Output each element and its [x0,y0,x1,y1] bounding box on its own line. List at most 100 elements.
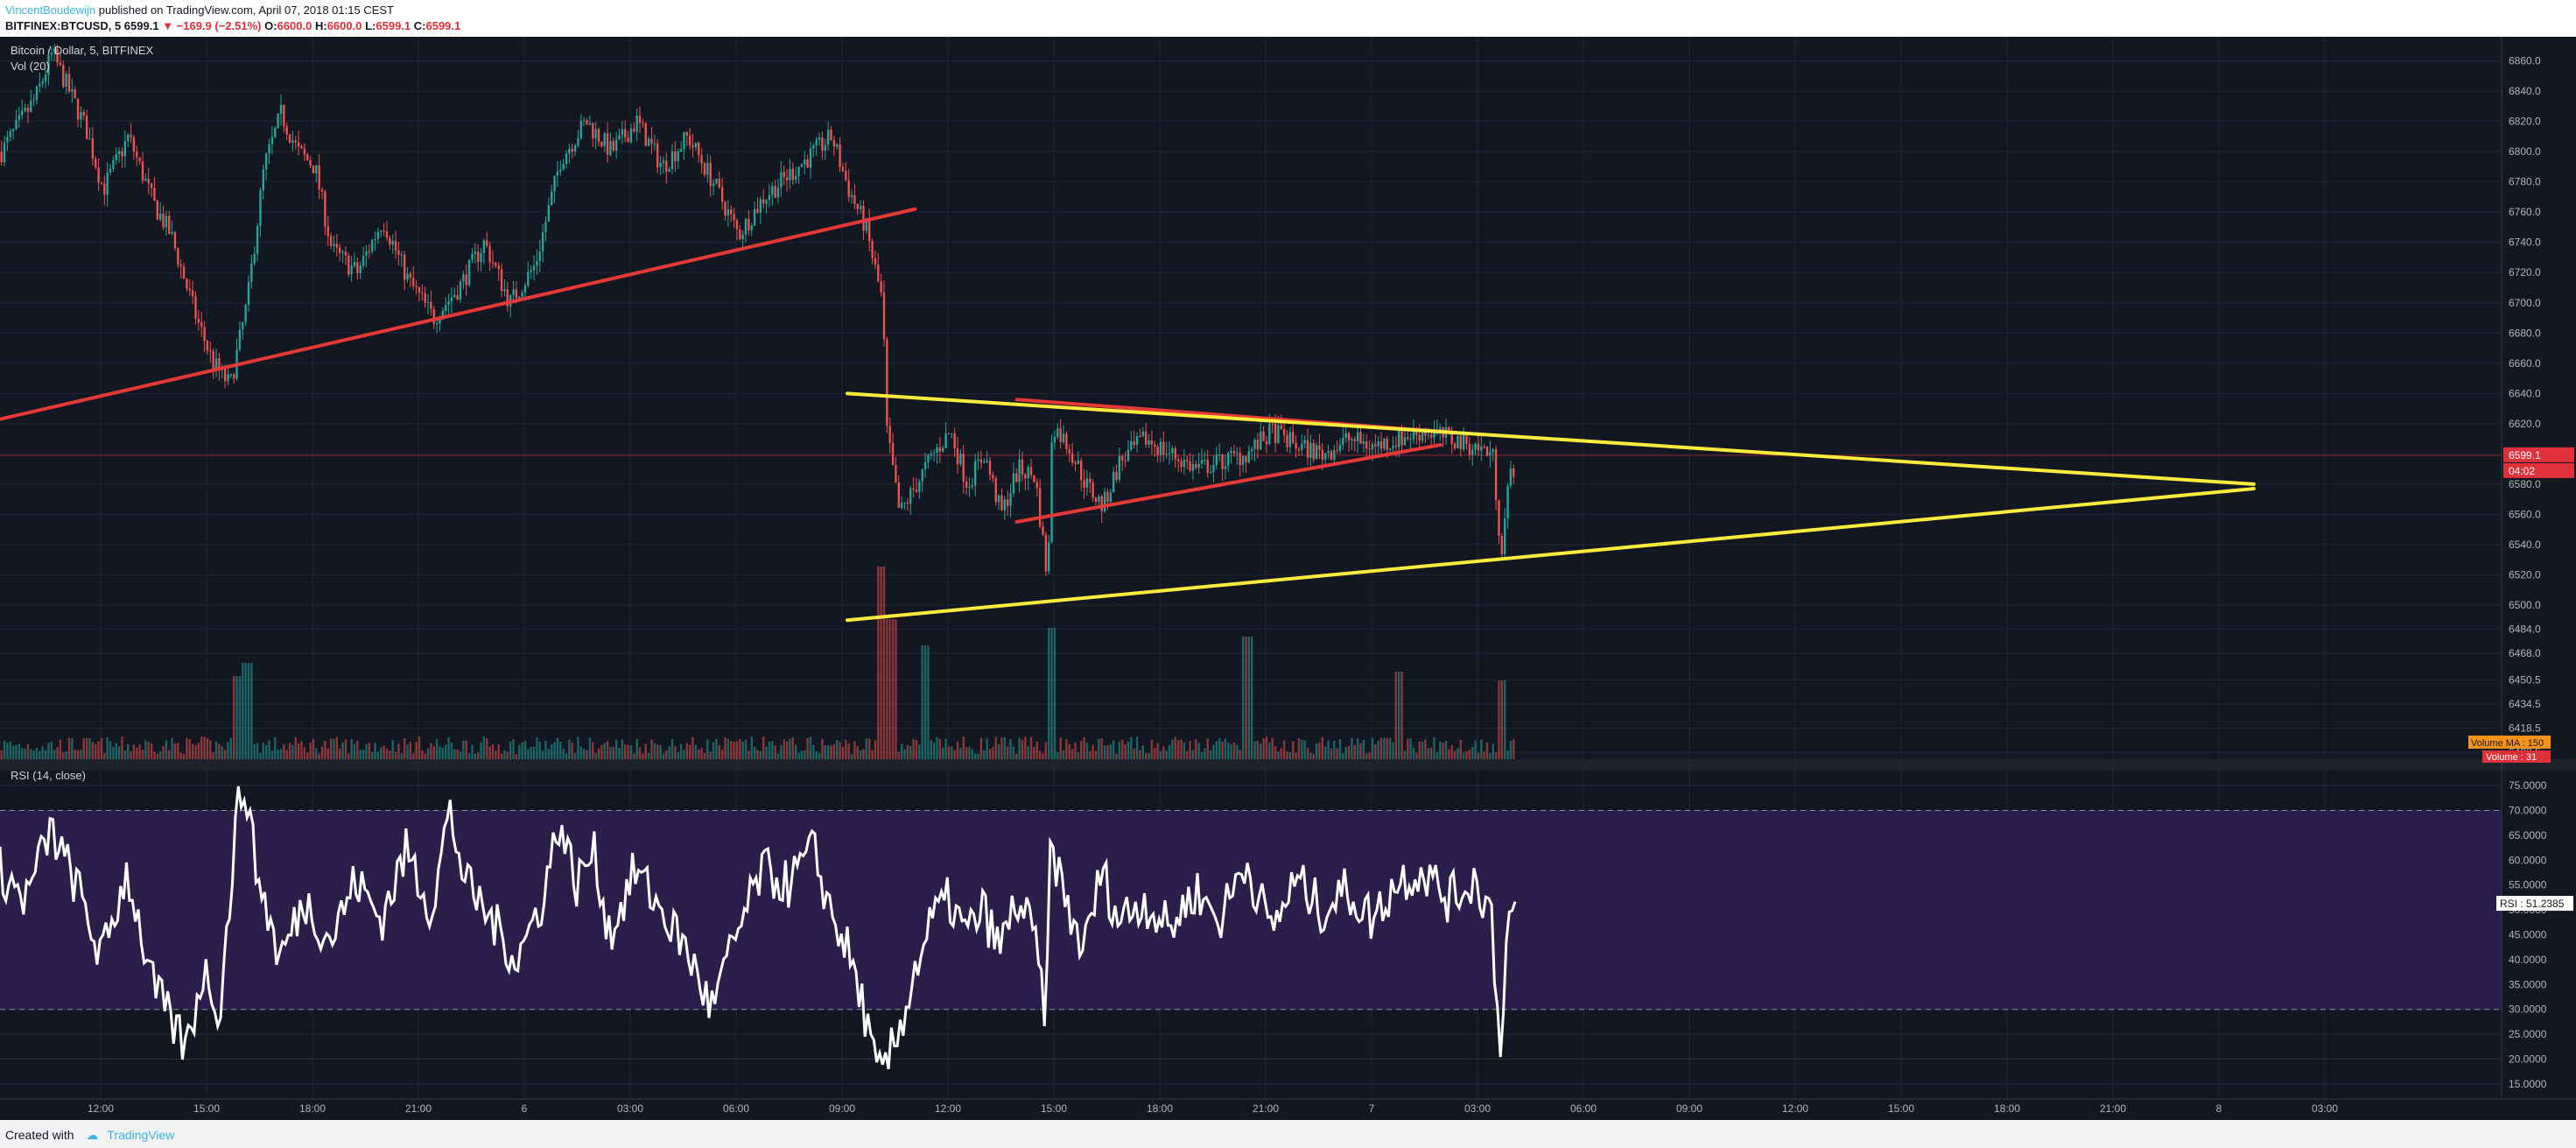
candle-body [679,149,683,151]
volume-bar [1282,740,1286,759]
candle-body [1253,439,1256,449]
candle-body [1492,449,1494,453]
volume-bar [1442,743,1444,759]
volume-bar [1191,750,1195,759]
candle-body [780,172,783,188]
time-tick-label: 8 [2216,1102,2222,1115]
time-tick-label: 15:00 [1041,1102,1067,1115]
volume-bar [1007,746,1009,759]
candle-body [959,454,962,465]
candle-body [171,232,173,234]
candle-body [776,187,780,198]
candle-body [11,129,15,131]
volume-bar [389,750,391,759]
volume-bar [538,741,541,759]
candle-body [229,374,233,376]
rsi-tick-label: 70.0000 [2509,804,2547,816]
candle-body [97,167,100,183]
volume-bar [1186,750,1189,759]
volume-bar [1059,737,1062,759]
candle-body [621,129,624,136]
created-with: Created with [5,1128,74,1142]
yellow-triangle-bottom-trendline[interactable] [846,487,2256,623]
candle-body [324,191,326,227]
axes: 6860.06840.06820.06800.06780.06760.06740… [0,37,2576,1115]
candle-body [571,148,573,152]
volume-bar [627,744,629,759]
candle-body [339,247,341,253]
candle-body [197,319,200,323]
author-link[interactable]: VincentBoudewijn [5,4,96,17]
candle-body [614,139,618,151]
candle-body [700,155,703,164]
candle-body [85,116,88,139]
candle-body [177,248,179,265]
volume-bar [1315,743,1318,759]
candle-body [1500,536,1504,554]
candle-body [800,164,804,167]
candle-body [35,86,39,101]
chart-area[interactable]: 6860.0 6840.0 6820.0 6800.0 6780.0 6760.0 6740… [0,37,2576,1120]
volume-bar [1195,739,1197,759]
candle-body [253,253,256,264]
volume-bar [1018,737,1021,759]
candle-body [850,194,853,197]
candle-body [450,297,453,302]
volume-bar [1407,738,1409,759]
candle-body [583,120,586,122]
volume-bar [144,740,147,759]
candle-body [1113,471,1115,493]
volume-bar [50,742,53,759]
volume-bar [1471,747,1474,759]
rsi-tick-label: 75.0000 [2509,779,2547,792]
volume-bar [488,746,491,759]
trendlines[interactable] [0,207,2256,623]
volume-bar [242,663,244,759]
volume-bar [1106,745,1109,759]
candle-body [1286,434,1288,447]
candle-body [618,135,621,140]
red-support-day1-trendline[interactable] [0,207,917,421]
candle-body [1139,436,1141,438]
candle-body [988,461,992,475]
rsi-tick-label: 40.0000 [2509,954,2547,966]
candle-body [1265,440,1268,445]
tradingview-link[interactable]: TradingView [107,1128,175,1142]
candle-body [1218,454,1221,455]
candle-body [930,454,932,455]
candle-body [942,447,944,452]
volume-bar [262,742,264,759]
volume-bar [253,743,256,759]
candle-body [1204,459,1206,461]
candle-body [832,140,836,147]
volume-bar [106,736,109,759]
candle-body [847,180,850,197]
candle-body [227,374,229,382]
volume-bar [477,752,480,759]
candle-body [1353,439,1356,442]
volume-bar [744,739,748,759]
volume-bar [1280,748,1282,759]
volume-bar [506,751,509,759]
candle-body [1215,454,1218,465]
candle-body [445,305,447,311]
candle-body [1362,441,1365,444]
volume-bar [1474,740,1477,759]
candle-body [733,214,735,221]
candle-body [1195,464,1197,468]
candle-body [1453,443,1456,449]
volume-bar [179,752,182,759]
yellow-triangle-top-trendline[interactable] [846,391,2256,486]
candle-body [624,129,627,138]
candle-body [233,374,235,379]
candle-body [906,502,909,504]
price-chart[interactable]: 6860.06840.06820.06800.06780.06760.06740… [0,37,2576,1120]
candle-body [577,137,579,146]
volume-bar [709,751,712,759]
volume-bar [741,741,744,759]
volume-bar [895,619,897,759]
red-wedge-bottom-trendline[interactable] [1014,443,1442,525]
candle-body [1144,431,1148,445]
volume-bar [1156,743,1159,759]
candle-body [1018,459,1021,482]
